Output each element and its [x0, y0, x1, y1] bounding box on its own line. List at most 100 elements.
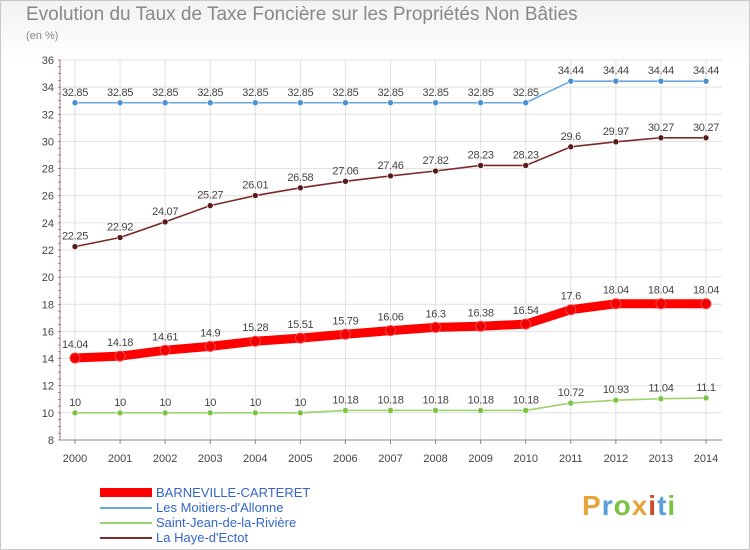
x-tick-label: 2008: [423, 453, 447, 465]
data-label: 16.38: [468, 307, 494, 319]
data-label: 27.06: [332, 165, 358, 177]
series-point: [612, 138, 620, 146]
series-point: [387, 172, 394, 180]
series-point: [206, 99, 214, 107]
data-label: 30.27: [693, 122, 719, 134]
y-tick-label: 36: [42, 55, 54, 67]
data-label: 22.92: [107, 222, 133, 234]
data-label: 32.85: [287, 87, 313, 99]
x-tick-label: 2006: [333, 453, 357, 465]
legend-swatch: [100, 488, 152, 497]
x-tick-label: 2011: [559, 453, 583, 465]
series-point: [567, 399, 575, 407]
data-label: 34.44: [648, 65, 674, 77]
data-label: 10.18: [513, 394, 539, 406]
x-tick-label: 2001: [108, 453, 132, 465]
series-point: [657, 77, 665, 85]
data-label: 34.44: [558, 65, 584, 77]
series-point: [251, 192, 259, 199]
y-tick-label: 20: [42, 272, 54, 284]
y-tick-label: 32: [42, 109, 54, 121]
series-point: [297, 184, 304, 192]
series-point: [116, 234, 124, 241]
series-point: [430, 321, 442, 333]
data-label: 14.18: [107, 337, 133, 349]
data-label: 25.27: [197, 190, 223, 202]
series-point: [612, 77, 620, 85]
data-label: 27.82: [423, 155, 449, 167]
series-point: [610, 298, 622, 310]
y-tick-label: 24: [42, 218, 54, 230]
series-point: [206, 409, 214, 417]
series-point: [565, 304, 577, 316]
series-point: [69, 352, 81, 364]
series-point: [159, 344, 171, 356]
y-tick-label: 8: [48, 435, 54, 447]
legend-label: BARNEVILLE-CARTERET: [156, 485, 311, 500]
y-tick-label: 34: [42, 82, 54, 94]
data-label: 11.04: [648, 383, 673, 395]
data-label: 32.85: [242, 87, 268, 99]
series-point: [520, 318, 532, 330]
series-point: [432, 99, 439, 107]
series-point: [702, 77, 710, 85]
series-point: [342, 407, 349, 414]
data-label: 10.93: [603, 384, 629, 396]
series-point: [116, 409, 124, 417]
x-tick-label: 2000: [63, 453, 87, 465]
legend-label: Les Moitiers-d'Allonne: [156, 500, 284, 515]
x-tick-label: 2004: [243, 453, 267, 465]
series-point: [387, 407, 394, 414]
series-point: [432, 167, 439, 175]
y-tick-label: 28: [42, 164, 54, 176]
series-point: [702, 134, 710, 142]
series-point: [297, 99, 304, 107]
series-point: [522, 407, 530, 414]
data-label: 14.9: [200, 327, 220, 339]
series-point: [477, 99, 484, 107]
data-label: 32.85: [332, 87, 358, 99]
x-tick-label: 2005: [288, 453, 312, 465]
series-point: [294, 332, 306, 344]
data-label: 10: [159, 397, 171, 409]
series-point: [71, 99, 79, 107]
data-label: 28.23: [468, 149, 494, 161]
series-point: [249, 335, 261, 347]
data-label: 18.04: [603, 285, 629, 297]
legend-swatch: [100, 521, 152, 524]
series-point: [702, 394, 710, 402]
series-point: [475, 320, 487, 332]
data-label: 10.18: [468, 394, 494, 406]
series-point: [612, 396, 620, 404]
data-label: 34.44: [603, 65, 629, 77]
series-point: [477, 162, 484, 169]
data-label: 10.18: [377, 394, 403, 406]
series-point: [432, 407, 439, 414]
data-label: 18.04: [693, 285, 719, 297]
series-point: [655, 298, 667, 310]
y-tick-label: 26: [42, 191, 54, 203]
x-tick-label: 2009: [468, 453, 492, 465]
data-label: 11.1: [696, 382, 716, 394]
data-label: 29.6: [561, 131, 581, 143]
series-point: [114, 350, 126, 362]
legend-swatch: [100, 506, 152, 509]
series-point: [204, 340, 216, 352]
data-label: 17.6: [561, 291, 581, 303]
series-point: [700, 298, 712, 310]
legend-label: La Haye-d'Ectot: [156, 530, 249, 545]
data-label: 16.06: [377, 312, 403, 324]
x-tick-label: 2003: [198, 453, 222, 465]
series-point: [567, 77, 575, 85]
data-label: 26.58: [287, 172, 313, 184]
series-point: [522, 99, 530, 107]
series-point: [522, 162, 530, 169]
chart-unit-label: (en %): [26, 30, 59, 42]
data-label: 32.85: [377, 87, 403, 99]
series-point: [116, 99, 124, 107]
legend-item: Saint-Jean-de-la-Rivière: [100, 515, 296, 530]
data-label: 29.97: [603, 126, 629, 138]
series-point: [161, 409, 169, 417]
x-tick-label: 2010: [513, 453, 537, 465]
